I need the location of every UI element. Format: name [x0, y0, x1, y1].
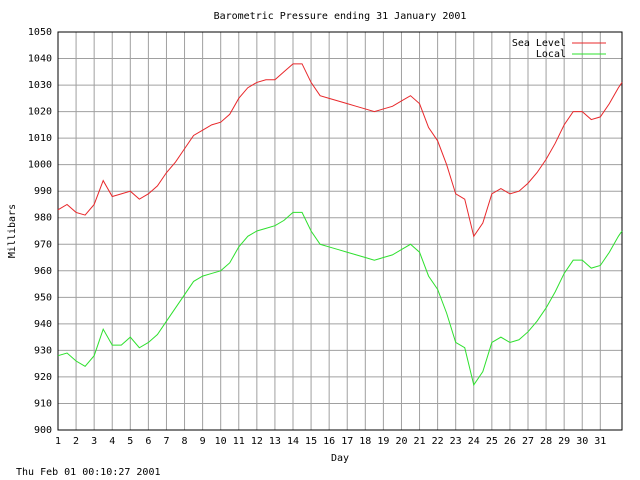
x-tick-label: 31: [594, 436, 606, 447]
y-tick-label: 1010: [28, 133, 52, 144]
x-tick-label: 4: [109, 436, 115, 447]
y-tick-label: 940: [34, 319, 52, 330]
y-tick-label: 910: [34, 398, 52, 409]
legend-label: Sea Level: [512, 38, 566, 49]
y-tick-label: 930: [34, 345, 52, 356]
x-tick-label: 5: [127, 436, 133, 447]
y-tick-label: 920: [34, 372, 52, 383]
y-tick-label: 970: [34, 239, 52, 250]
x-tick-label: 30: [576, 436, 588, 447]
x-tick-label: 27: [522, 436, 534, 447]
x-tick-label: 22: [432, 436, 444, 447]
y-tick-label: 950: [34, 292, 52, 303]
y-tick-label: 1000: [28, 160, 52, 171]
y-tick-label: 1020: [28, 107, 52, 118]
x-tick-label: 29: [558, 436, 570, 447]
x-tick-label: 24: [468, 436, 480, 447]
legend-label: Local: [536, 49, 566, 60]
plot-frame: [57, 31, 623, 431]
x-tick-label: 12: [251, 436, 263, 447]
x-tick-label: 25: [486, 436, 498, 447]
y-tick-label: 1040: [28, 54, 52, 65]
x-tick-label: 21: [414, 436, 426, 447]
chart-title: Barometric Pressure ending 31 January 20…: [214, 11, 467, 22]
x-tick-label: 19: [377, 436, 389, 447]
x-tick-label: 2: [73, 436, 79, 447]
y-tick-label: 900: [34, 425, 52, 436]
y-axis-label: Millibars: [7, 204, 18, 258]
y-tick-label: 980: [34, 213, 52, 224]
x-tick-label: 17: [341, 436, 353, 447]
data-line: [57, 211, 623, 387]
x-tick-label: 1: [55, 436, 61, 447]
y-tick-label: 1030: [28, 80, 52, 91]
x-tick-label: 13: [269, 436, 281, 447]
footer: Thu Feb 01 00:10:27 2001: [16, 467, 161, 478]
x-tick-label: 15: [305, 436, 317, 447]
x-tick-label: 26: [504, 436, 516, 447]
x-axis-label: Day: [331, 453, 349, 464]
x-tick-label: 23: [450, 436, 462, 447]
data-line: [57, 63, 623, 238]
x-tick-label: 6: [145, 436, 151, 447]
x-tick-label: 28: [540, 436, 552, 447]
y-tick-label: 1050: [28, 27, 52, 38]
x-tick-label: 11: [233, 436, 245, 447]
x-tick-label: 16: [323, 436, 335, 447]
x-tick-label: 18: [359, 436, 371, 447]
x-tick-label: 14: [287, 436, 299, 447]
x-tick-label: 8: [182, 436, 188, 447]
x-tick-label: 10: [215, 436, 227, 447]
y-tick-label: 960: [34, 266, 52, 277]
x-tick-label: 9: [200, 436, 206, 447]
x-tick-label: 7: [163, 436, 169, 447]
x-tick-label: 20: [395, 436, 407, 447]
y-tick-label: 990: [34, 186, 52, 197]
x-tick-label: 3: [91, 436, 97, 447]
